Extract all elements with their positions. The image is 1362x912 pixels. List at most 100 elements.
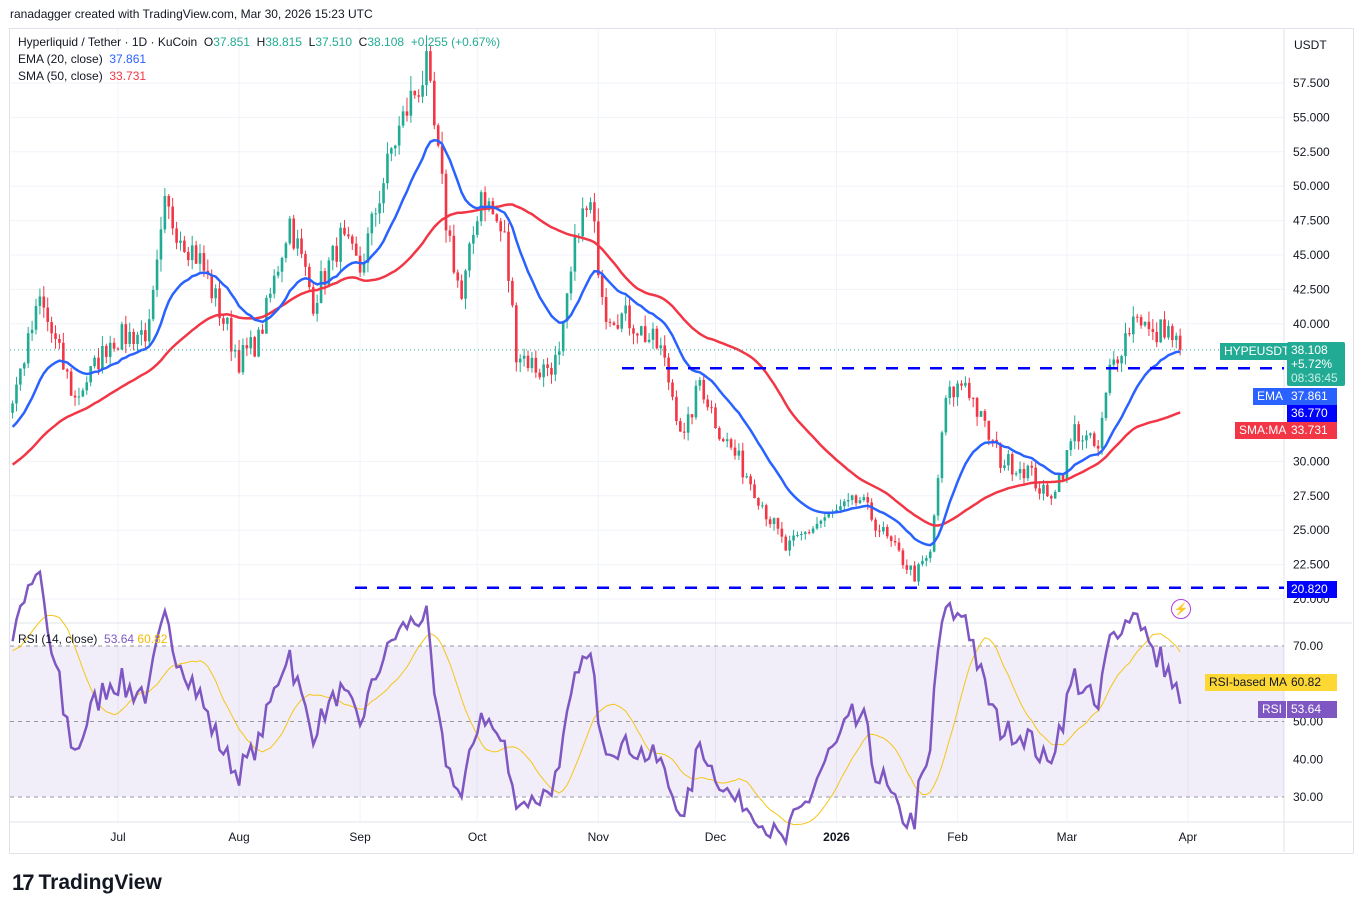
time-tick-label: Mar bbox=[1057, 830, 1078, 844]
candle-body bbox=[624, 305, 627, 314]
symbol-legend: Hyperliquid / Tether · 1D · KuCoin O37.8… bbox=[18, 35, 501, 49]
candle-body bbox=[554, 354, 557, 375]
candle-body bbox=[34, 305, 38, 330]
candle-body bbox=[183, 240, 186, 252]
candle-body bbox=[444, 173, 448, 231]
candle-body bbox=[827, 512, 831, 518]
candle-body bbox=[276, 271, 280, 276]
candle-body bbox=[214, 288, 217, 299]
chart-frame bbox=[9, 28, 1354, 854]
candle-body bbox=[507, 231, 510, 281]
price-tick-label: 25.000 bbox=[1293, 523, 1330, 537]
ema-legend[interactable]: EMA (20, close) 37.861 bbox=[18, 52, 146, 66]
candle-body bbox=[796, 534, 799, 536]
candle-body bbox=[928, 551, 932, 559]
candle-body bbox=[499, 221, 502, 232]
candle-body bbox=[667, 357, 670, 383]
rsi-label: RSI (14, close) bbox=[18, 632, 98, 646]
candle-body bbox=[229, 317, 233, 352]
candle-body bbox=[460, 280, 463, 299]
candle-body bbox=[694, 385, 698, 418]
candle-body bbox=[850, 495, 854, 501]
time-tick-label: Apr bbox=[1179, 830, 1198, 844]
candle-body bbox=[374, 213, 378, 215]
rsi-tick-label: 30.00 bbox=[1293, 790, 1323, 804]
candle-body bbox=[1155, 331, 1159, 343]
candle-body bbox=[331, 245, 335, 261]
candle-body bbox=[913, 565, 916, 582]
candle-body bbox=[218, 288, 221, 319]
candle-body bbox=[237, 349, 241, 373]
candle-body bbox=[718, 427, 721, 440]
currency-label[interactable]: USDT bbox=[1294, 38, 1327, 52]
symbol-name: Hyperliquid / Tether · 1D · KuCoin bbox=[18, 35, 198, 49]
sma-label: SMA (50, close) bbox=[18, 69, 103, 83]
candle-body bbox=[140, 330, 143, 335]
tradingview-logo[interactable]: 17 TradingView bbox=[12, 870, 162, 896]
candle-body bbox=[104, 345, 108, 357]
last-price: 38.108 bbox=[1291, 343, 1328, 357]
candle-body bbox=[483, 192, 487, 211]
candle-body bbox=[245, 345, 249, 349]
candle-body bbox=[960, 383, 963, 386]
low-value: 37.510 bbox=[315, 35, 353, 49]
candle-body bbox=[433, 80, 436, 126]
lightning-icon[interactable]: ⚡ bbox=[1171, 599, 1191, 619]
candle-body bbox=[761, 505, 764, 507]
candle-body bbox=[300, 238, 303, 254]
candle-body bbox=[987, 420, 991, 440]
rsi-legend[interactable]: RSI (14, close) 53.64 60.82 bbox=[18, 632, 167, 646]
candle-body bbox=[147, 319, 151, 342]
candle-body bbox=[975, 397, 979, 417]
candle-body bbox=[1104, 392, 1108, 418]
candle-body bbox=[280, 257, 284, 272]
candle-body bbox=[1151, 329, 1155, 332]
time-tick-label: Dec bbox=[705, 830, 726, 844]
candle-body bbox=[1108, 364, 1112, 393]
price-tick-label: 47.500 bbox=[1293, 214, 1330, 228]
candle-body bbox=[69, 371, 73, 396]
candle-body bbox=[190, 245, 194, 261]
candle-body bbox=[542, 364, 545, 378]
candle-body bbox=[73, 395, 77, 398]
candle-body bbox=[1053, 491, 1057, 499]
candle-body bbox=[1007, 454, 1010, 466]
candle-body bbox=[503, 231, 506, 233]
candle-body bbox=[151, 289, 155, 320]
candle-body bbox=[565, 293, 569, 322]
candle-body bbox=[54, 333, 57, 340]
candle-body bbox=[354, 243, 358, 256]
candle-body bbox=[940, 432, 944, 479]
candle-body bbox=[741, 450, 745, 478]
sma-tag: 33.731 bbox=[1287, 422, 1337, 439]
candle-body bbox=[249, 337, 253, 349]
candle-body bbox=[557, 351, 561, 355]
candle-body bbox=[1022, 469, 1026, 479]
ema-tag-label: EMA bbox=[1253, 388, 1288, 405]
sma-50-line bbox=[11, 203, 1181, 527]
candle-body bbox=[772, 518, 776, 525]
candle-body bbox=[101, 345, 104, 370]
sma-legend[interactable]: SMA (50, close) 33.731 bbox=[18, 69, 146, 83]
candle-body bbox=[526, 355, 530, 369]
candle-body bbox=[194, 245, 198, 264]
candle-body bbox=[753, 484, 756, 499]
rsi-tick-label: 50.00 bbox=[1293, 715, 1323, 729]
candle-body bbox=[452, 235, 456, 273]
candle-body bbox=[925, 558, 928, 561]
candle-body bbox=[112, 342, 116, 349]
candle-body bbox=[436, 125, 440, 146]
candle-body bbox=[612, 322, 616, 325]
candle-body bbox=[921, 560, 924, 565]
candle-body bbox=[729, 439, 733, 448]
candle-body bbox=[1174, 335, 1178, 341]
candle-body bbox=[65, 369, 69, 372]
candle-body bbox=[327, 260, 331, 286]
candle-body bbox=[261, 329, 264, 334]
candle-body bbox=[710, 407, 713, 409]
rsi-tag-label: RSI bbox=[1258, 701, 1287, 718]
candle-body bbox=[1010, 454, 1014, 475]
candle-body bbox=[745, 476, 749, 478]
ema-tag: 37.861 bbox=[1287, 388, 1337, 405]
